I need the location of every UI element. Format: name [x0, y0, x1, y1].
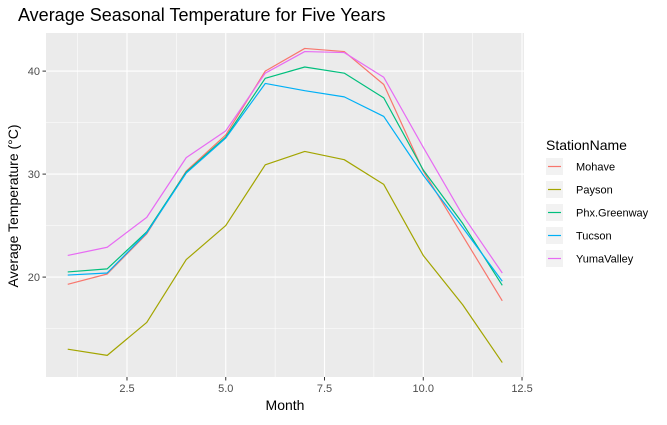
minor-gridlines: [46, 33, 524, 377]
series-line-phx-greenway: [67, 66, 503, 286]
legend-label-phx-greenway: Phx.Greenway: [576, 208, 649, 220]
x-tick-label: 5.0: [218, 383, 233, 395]
legend-items: Mohave Payson Phx.Greenway Tucson YumaValley: [546, 158, 649, 267]
y-axis-title: Average Temperature (°C): [5, 124, 21, 287]
y-axis-ticks: 20 30 40: [28, 66, 46, 284]
series-lines: [67, 47, 503, 363]
legend-label-yumavalley: YumaValley: [576, 254, 634, 266]
x-tick-label: 10.0: [413, 383, 434, 395]
chart-title: Average Seasonal Temperature for Five Ye…: [18, 5, 386, 25]
legend: StationName Mohave Payson Phx.Greenway Tucs…: [546, 137, 649, 267]
y-tick-label: 40: [28, 66, 40, 78]
plot-panel: [46, 33, 524, 377]
series-line-payson: [67, 150, 503, 363]
x-tick-label: 7.5: [317, 383, 332, 395]
series-line-mohave: [67, 47, 503, 302]
y-tick-label: 30: [28, 169, 40, 181]
legend-label-mohave: Mohave: [576, 162, 615, 174]
x-axis-ticks: 2.5 5.0 7.5 10.0 12.5: [119, 377, 533, 395]
legend-label-payson: Payson: [576, 185, 613, 197]
y-tick-label: 20: [28, 272, 40, 284]
x-tick-label: 12.5: [511, 383, 532, 395]
x-tick-label: 2.5: [119, 383, 134, 395]
series-line-yumavalley: [67, 50, 503, 274]
x-axis-title: Month: [266, 397, 305, 413]
legend-title: StationName: [546, 137, 627, 153]
legend-label-tucson: Tucson: [576, 231, 612, 243]
series-line-tucson: [67, 82, 503, 282]
major-gridlines: [46, 33, 524, 377]
